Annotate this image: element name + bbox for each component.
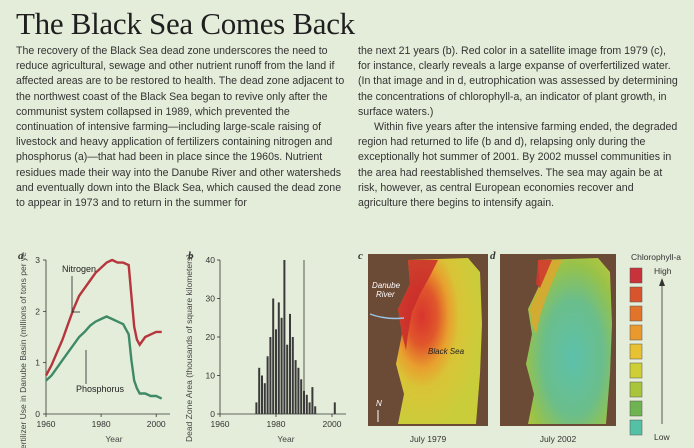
bar [314,406,317,414]
bar [263,383,266,414]
phosphorus-line [45,315,163,400]
bar [305,394,308,415]
bar [311,387,314,414]
bar [333,402,336,414]
bar [269,337,272,414]
x-tick-label: 1980 [267,419,286,429]
y-tick-label: 2 [35,306,40,316]
north-label: N [376,399,382,408]
bar [303,390,305,414]
legend-swatch [629,419,643,436]
legend-swatch [629,305,643,322]
legend-low-label: Low [654,432,670,442]
nitrogen-label: Nitrogen [62,264,96,274]
paragraph: Within five years after the intensive fa… [358,121,678,210]
y-axis-title: Fertilizer Use in Danube Basin (millions… [18,252,28,448]
bar [280,317,283,415]
y-tick-label: 0 [210,409,215,419]
phosphorus-label: Phosphorus [76,384,125,394]
chlorophyll-legend: Chlorophyll-a High Low [629,252,681,442]
bar [294,360,297,414]
legend-swatch [629,343,643,360]
legend-arrow-head [659,278,665,286]
bar [291,337,294,414]
satellite-map-1979: Danube River Black Sea N July 1979 [368,254,488,444]
river-label: Danube [372,281,401,290]
y-tick-label: 10 [206,371,216,381]
legend-swatch [629,286,643,303]
y-tick-label: 0 [35,409,40,419]
y-tick-label: 20 [206,332,216,342]
bar [308,402,311,414]
panel-label-c: c [358,250,363,262]
y-axis-title: Dead Zone Area (thousands of square kilo… [184,254,194,442]
bar [286,344,289,414]
legend-high-label: High [654,266,672,276]
legend-swatch [629,324,643,341]
bar [277,302,280,414]
legend-swatch [629,381,643,398]
legend-title: Chlorophyll-a [631,252,681,262]
bar [261,375,263,414]
x-tick-label: 2000 [147,419,166,429]
river-label: River [376,290,395,299]
legend-swatch [629,362,643,379]
fertilizer-line-chart: Fertilizer Use in Danube Basin (millions… [18,252,170,448]
x-axis-title: Year [277,434,294,444]
bar [283,260,286,414]
y-tick-label: 30 [206,294,216,304]
x-tick-label: 1980 [92,419,111,429]
y-tick-label: 1 [35,358,40,368]
bar [272,298,275,414]
bar [297,367,300,414]
legend-swatch [629,400,643,417]
sea-label: Black Sea [428,347,465,356]
article-column-right: the next 21 years (b). Red color in a sa… [358,44,678,211]
bar [255,402,258,414]
paragraph: the next 21 years (b). Red color in a sa… [358,45,678,118]
nitrogen-line [44,258,162,377]
panel-label-b: b [188,250,194,262]
bar [275,329,277,414]
satellite-map-2002: July 2002 [500,254,616,444]
x-axis-title: Year [105,434,122,444]
y-tick-label: 3 [35,255,40,265]
bar [258,367,261,414]
article-column-left: The recovery of the Black Sea dead zone … [16,44,346,211]
y-tick-label: 40 [206,255,216,265]
paragraph: The recovery of the Black Sea dead zone … [16,45,345,210]
x-tick-label: 2000 [323,419,342,429]
bar [289,313,291,414]
map-caption: July 1979 [410,434,447,444]
legend-swatch [629,267,643,284]
bar [300,379,303,414]
article-title: The Black Sea Comes Back [16,6,355,41]
x-tick-label: 1960 [37,419,56,429]
bar [266,356,269,415]
dead-zone-bar-chart: Dead Zone Area (thousands of square kilo… [184,254,346,444]
panel-label-d: d [490,250,496,262]
panel-label-a: a [18,250,24,262]
x-tick-label: 1960 [211,419,230,429]
map-caption: July 2002 [540,434,577,444]
